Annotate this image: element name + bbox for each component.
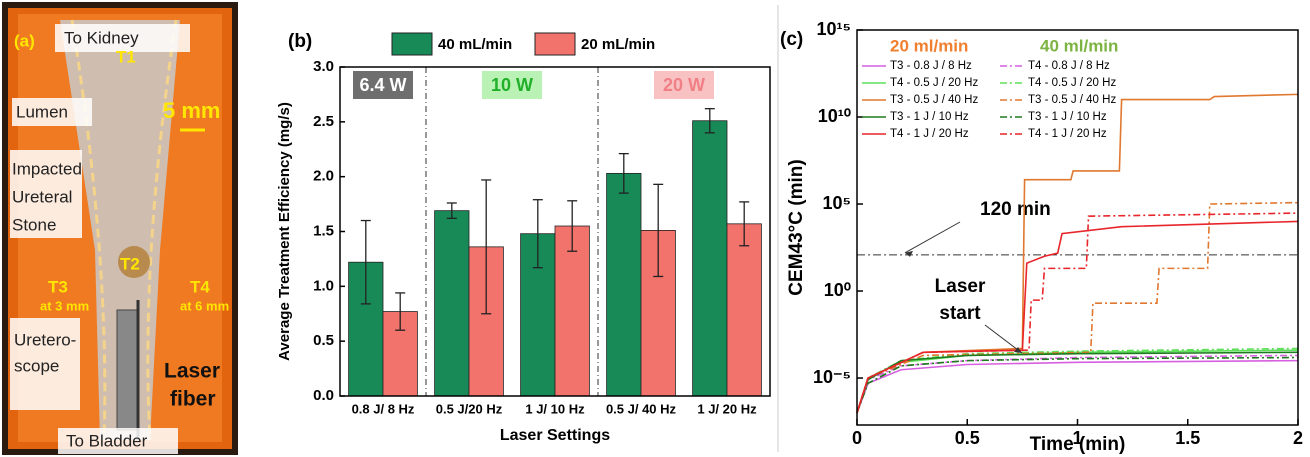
x-tick-label: 1 bbox=[1072, 428, 1082, 448]
legend-header: 40 ml/min bbox=[1040, 36, 1118, 55]
wall-right bbox=[146, 19, 178, 441]
annotation-box bbox=[654, 71, 714, 99]
bar bbox=[554, 225, 590, 397]
legend-label: T4 - 1 J / 20 Hz bbox=[1028, 128, 1107, 140]
y-tick-label: 10¹⁰ bbox=[818, 106, 851, 126]
line bbox=[856, 212, 1299, 414]
bar bbox=[434, 210, 470, 397]
x-tick-label: 0.5 J/20 Hz bbox=[436, 401, 503, 416]
annotation: 20 W bbox=[663, 75, 705, 95]
annotation: 6.4 W bbox=[359, 75, 406, 95]
legend-swatch bbox=[534, 32, 576, 56]
y-axis-label: CEM43°C (min) bbox=[786, 159, 807, 295]
photo-label: 5 mm bbox=[163, 98, 220, 123]
panel-label: (b) bbox=[288, 31, 312, 52]
photo-label: To Bladder bbox=[66, 431, 148, 450]
y-tick-label: 1.5 bbox=[313, 222, 334, 239]
legend-label: T3 - 1 J / 10 Hz bbox=[1028, 111, 1107, 123]
panel-label: (a) bbox=[14, 31, 35, 50]
x-axis-label: Time (min) bbox=[1030, 434, 1126, 455]
y-tick-label: 10¹⁵ bbox=[817, 19, 851, 39]
line bbox=[856, 201, 1299, 414]
photo-label: Stone bbox=[12, 215, 56, 234]
photo-label: fiber bbox=[170, 388, 216, 411]
y-tick-label: 2.5 bbox=[313, 113, 334, 130]
legend-swatch bbox=[391, 32, 433, 56]
x-tick-label: 2 bbox=[1293, 428, 1303, 448]
x-tick-label: 0.5 bbox=[955, 428, 980, 448]
label-box bbox=[10, 318, 80, 410]
legend-label: T4 - 1 J / 20 Hz bbox=[890, 128, 969, 140]
arrow bbox=[984, 324, 1023, 354]
line bbox=[856, 220, 1299, 414]
plot-frame bbox=[339, 66, 771, 397]
line bbox=[856, 356, 1299, 414]
photo-label: Laser bbox=[164, 360, 220, 383]
panel-a: (a) To Kidney T1 Lumen 5 mm Impacted Ure… bbox=[2, 2, 238, 455]
annotation: Laser bbox=[935, 276, 986, 297]
arrow bbox=[904, 221, 961, 254]
arrow-head bbox=[905, 250, 913, 257]
legend-label: T3 - 0.5 J / 40 Hz bbox=[1028, 94, 1116, 106]
y-tick-label: 10⁵ bbox=[823, 193, 851, 213]
bar bbox=[606, 172, 642, 397]
photo-label: Ureteral bbox=[12, 187, 72, 206]
photo-label: scope bbox=[14, 356, 59, 375]
arrow-head bbox=[1014, 347, 1022, 353]
y-tick-label: 3.0 bbox=[313, 58, 334, 75]
x-axis-label: Laser Settings bbox=[500, 427, 610, 444]
stone bbox=[118, 246, 150, 278]
photo-label: Impacted bbox=[12, 159, 82, 178]
x-tick-label: 1 J/ 10 Hz bbox=[525, 401, 585, 416]
y-axis-label: Average Treatment Efficiency (mg/s) bbox=[276, 102, 293, 361]
y-tick-label: 0.5 bbox=[313, 332, 334, 349]
photo-label: T4 bbox=[190, 277, 210, 296]
photo-label: Uretero- bbox=[14, 330, 76, 349]
legend-label: T3 - 0.5 J / 40 Hz bbox=[890, 94, 978, 106]
line bbox=[856, 93, 1299, 414]
legend-label: 40 mL/min bbox=[438, 36, 512, 53]
x-tick-label: 1 J/ 20 Hz bbox=[697, 401, 757, 416]
x-tick-label: 0.5 J/ 40 Hz bbox=[606, 401, 677, 416]
plot-frame bbox=[856, 29, 1299, 426]
label-box bbox=[10, 150, 82, 238]
legend-label: T4 - 0.5 J / 20 Hz bbox=[1028, 77, 1116, 89]
bar bbox=[726, 223, 762, 397]
photo-label: Lumen bbox=[16, 102, 68, 121]
bar bbox=[692, 120, 728, 397]
y-tick-label: 10⁻⁵ bbox=[813, 367, 851, 387]
label-box bbox=[12, 98, 92, 126]
annotation-box bbox=[482, 71, 542, 99]
x-tick-label: 1.5 bbox=[1175, 428, 1200, 448]
legend-label: T4 - 0.8 J / 8 Hz bbox=[1028, 60, 1110, 72]
x-tick-label: 0.8 J/ 8 Hz bbox=[352, 401, 415, 416]
legend-label: T3 - 1 J / 10 Hz bbox=[890, 111, 969, 123]
label-box bbox=[55, 24, 190, 52]
legend-label: T4 - 0.5 J / 20 Hz bbox=[890, 77, 978, 89]
y-tick-label: 0.0 bbox=[313, 387, 334, 404]
label-box bbox=[58, 428, 178, 454]
annotation-box bbox=[353, 71, 413, 99]
legend-header: 20 ml/min bbox=[890, 36, 968, 55]
y-tick-label: 2.0 bbox=[313, 168, 334, 185]
annotation: 10 W bbox=[491, 75, 533, 95]
panel-label: (c) bbox=[780, 29, 803, 50]
x-tick-label: 0 bbox=[852, 428, 862, 448]
wall-left bbox=[70, 19, 107, 441]
photo-label: T2 bbox=[120, 254, 140, 273]
photo-label: at 3 mm bbox=[40, 298, 89, 313]
y-tick-label: 1.0 bbox=[313, 277, 334, 294]
line bbox=[856, 359, 1299, 414]
photo-label: To Kidney bbox=[64, 28, 139, 47]
legend-label: T3 - 0.8 J / 8 Hz bbox=[890, 60, 972, 72]
photo-label: at 6 mm bbox=[180, 298, 229, 313]
ureteroscope bbox=[116, 309, 138, 431]
photo-label: T3 bbox=[48, 277, 68, 296]
y-tick-label: 10⁰ bbox=[824, 280, 851, 300]
photo-label: T1 bbox=[116, 47, 136, 66]
annotation: start bbox=[939, 303, 981, 324]
legend-label: 20 mL/min bbox=[581, 36, 655, 53]
threshold-label: 120 min bbox=[980, 199, 1051, 220]
